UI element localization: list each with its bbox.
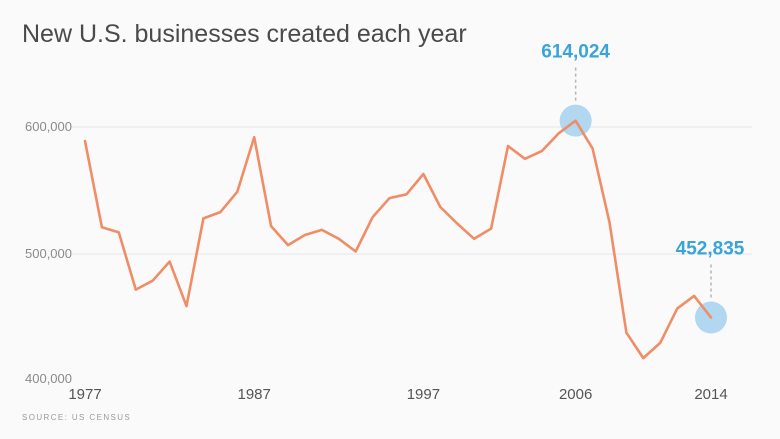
grid-lines — [72, 126, 752, 255]
x-tick-label-1997: 1997 — [407, 386, 440, 403]
x-tick-label-2014: 2014 — [694, 386, 727, 403]
x-tick-label-2006: 2006 — [559, 386, 592, 403]
x-tick-label-1977: 1977 — [68, 386, 101, 403]
series-layer — [83, 104, 727, 360]
x-axis-ticks: 1977 1987 1997 2006 2014 — [68, 386, 727, 403]
series-line — [83, 119, 713, 360]
chart-title: New U.S. businesses created each year — [22, 20, 467, 48]
callout-label-2006: 614,024 — [541, 42, 610, 63]
y-axis-ticks: 400,000 500,000 600,000 — [25, 119, 72, 386]
x-tick-label-1987: 1987 — [238, 386, 271, 403]
annotations: 614,024 452,835 — [541, 42, 745, 299]
callout-label-2014: 452,835 — [676, 239, 745, 260]
source-note: SOURCE: US CENSUS — [22, 413, 131, 422]
y-tick-label-400000: 400,000 — [25, 371, 72, 386]
y-tick-label-600000: 600,000 — [25, 119, 72, 134]
y-tick-label-500000: 500,000 — [25, 246, 72, 261]
